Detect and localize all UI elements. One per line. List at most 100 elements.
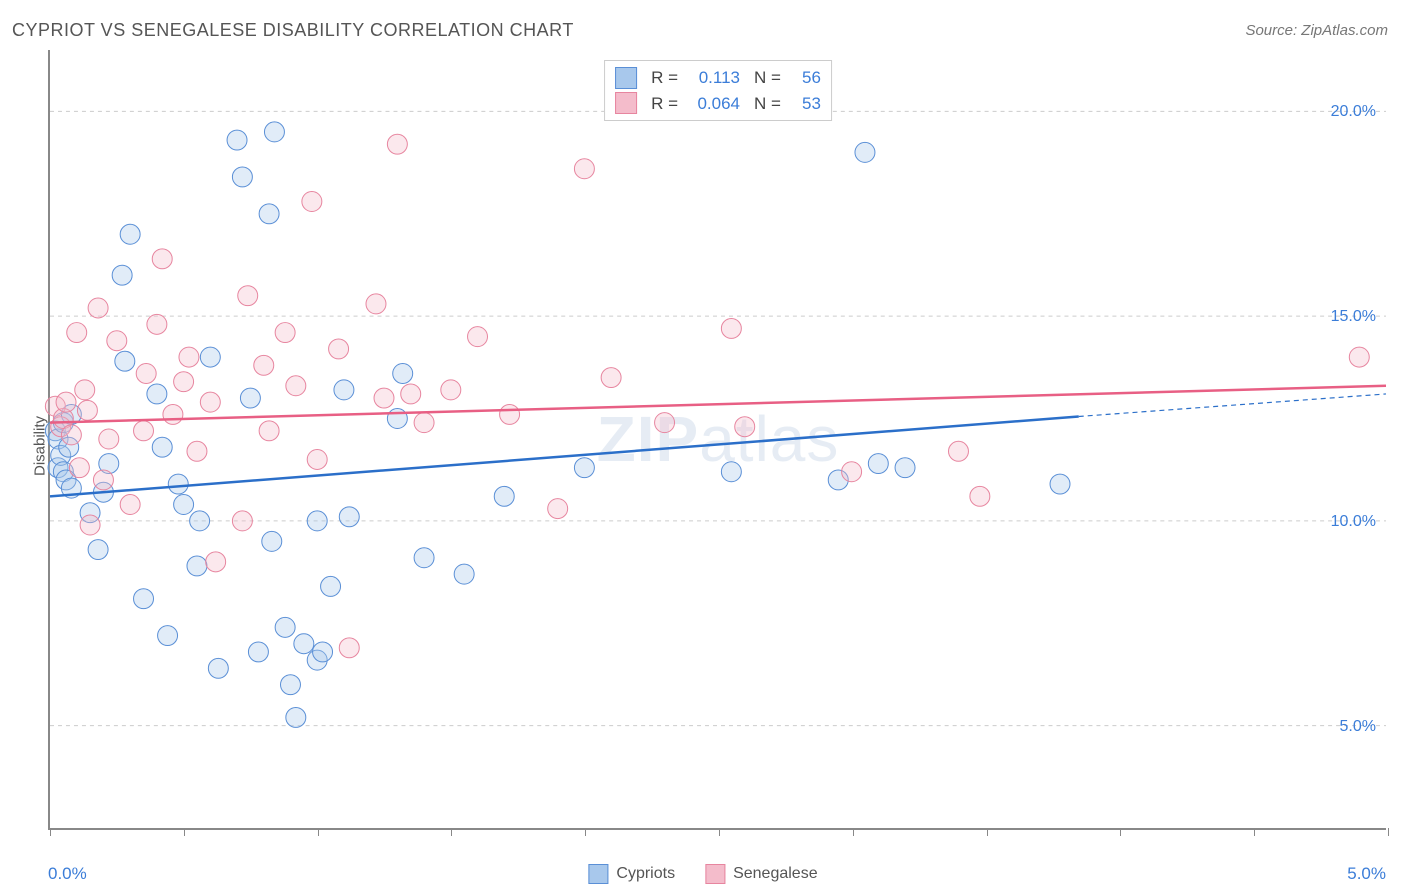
scatter-point xyxy=(574,159,594,179)
legend-swatch-cypriots xyxy=(615,67,637,89)
scatter-point xyxy=(494,486,514,506)
scatter-point xyxy=(374,388,394,408)
x-tick xyxy=(50,828,51,836)
scatter-point xyxy=(334,380,354,400)
scatter-point xyxy=(895,458,915,478)
legend-row-cypriots: R = 0.113 N = 56 xyxy=(615,65,821,91)
y-axis-title: Disability xyxy=(32,416,49,476)
scatter-point xyxy=(842,462,862,482)
legend-r-label: R = xyxy=(651,65,678,91)
legend-swatch-senegalese xyxy=(615,92,637,114)
scatter-point xyxy=(307,511,327,531)
scatter-point xyxy=(321,576,341,596)
scatter-point xyxy=(468,327,488,347)
scatter-point xyxy=(56,392,76,412)
chart-container: CYPRIOT VS SENEGALESE DISABILITY CORRELA… xyxy=(0,0,1406,892)
y-tick-label: 15.0% xyxy=(1331,308,1376,326)
scatter-point xyxy=(302,192,322,212)
scatter-point xyxy=(387,134,407,154)
scatter-point xyxy=(227,130,247,150)
scatter-point xyxy=(721,318,741,338)
x-tick xyxy=(1120,828,1121,836)
scatter-point xyxy=(441,380,461,400)
scatter-point xyxy=(948,441,968,461)
scatter-point xyxy=(80,515,100,535)
legend-n-value-1: 56 xyxy=(791,65,821,91)
scatter-point xyxy=(88,540,108,560)
scatter-point xyxy=(735,417,755,437)
scatter-point xyxy=(107,331,127,351)
scatter-point xyxy=(259,421,279,441)
scatter-point xyxy=(75,380,95,400)
scatter-point xyxy=(286,707,306,727)
scatter-point xyxy=(1349,347,1369,367)
scatter-point xyxy=(61,425,81,445)
legend-n-label: N = xyxy=(754,65,781,91)
scatter-point xyxy=(134,589,154,609)
scatter-point xyxy=(134,421,154,441)
series-swatch-cypriots xyxy=(588,864,608,884)
scatter-point xyxy=(254,355,274,375)
scatter-point xyxy=(275,617,295,637)
scatter-point xyxy=(855,142,875,162)
scatter-point xyxy=(275,323,295,343)
scatter-point xyxy=(232,511,252,531)
scatter-point xyxy=(168,474,188,494)
legend-r-value-2: 0.064 xyxy=(688,91,740,117)
series-label-senegalese: Senegalese xyxy=(733,865,818,883)
scatter-point xyxy=(240,388,260,408)
scatter-point xyxy=(120,224,140,244)
scatter-point xyxy=(238,286,258,306)
scatter-point xyxy=(307,449,327,469)
x-tick xyxy=(451,828,452,836)
scatter-point xyxy=(387,409,407,429)
scatter-point xyxy=(147,314,167,334)
scatter-point xyxy=(548,499,568,519)
scatter-point xyxy=(454,564,474,584)
legend-r-value-1: 0.113 xyxy=(688,65,740,91)
scatter-point xyxy=(99,429,119,449)
scatter-point xyxy=(187,556,207,576)
x-tick xyxy=(1254,828,1255,836)
scatter-point xyxy=(248,642,268,662)
scatter-point xyxy=(339,638,359,658)
legend-r-label2: R = xyxy=(651,91,678,117)
scatter-point xyxy=(500,404,520,424)
x-tick xyxy=(318,828,319,836)
scatter-point xyxy=(206,552,226,572)
scatter-point xyxy=(93,470,113,490)
scatter-point xyxy=(69,458,89,478)
gridlines xyxy=(50,111,1386,725)
scatter-point xyxy=(187,441,207,461)
source-label: Source: ZipAtlas.com xyxy=(1245,22,1388,39)
scatter-point xyxy=(200,392,220,412)
scatter-point xyxy=(970,486,990,506)
scatter-point xyxy=(88,298,108,318)
x-tick xyxy=(585,828,586,836)
scatter-point xyxy=(329,339,349,359)
scatter-point xyxy=(179,347,199,367)
legend-n-label2: N = xyxy=(754,91,781,117)
scatter-point xyxy=(655,413,675,433)
plot-area: ZIPatlas 5.0%10.0%15.0%20.0% R = 0.113 N… xyxy=(48,50,1386,830)
scatter-points xyxy=(45,122,1369,727)
series-label-cypriots: Cypriots xyxy=(616,865,675,883)
scatter-point xyxy=(868,454,888,474)
scatter-point xyxy=(232,167,252,187)
legend-row-senegalese: R = 0.064 N = 53 xyxy=(615,91,821,117)
scatter-point xyxy=(414,413,434,433)
series-legend-item-senegalese: Senegalese xyxy=(705,864,818,884)
scatter-point xyxy=(112,265,132,285)
y-tick-label: 20.0% xyxy=(1331,103,1376,121)
scatter-point xyxy=(721,462,741,482)
series-legend: Cypriots Senegalese xyxy=(588,864,817,884)
scatter-point xyxy=(190,511,210,531)
scatter-point xyxy=(152,437,172,457)
scatter-point xyxy=(208,658,228,678)
scatter-point xyxy=(77,400,97,420)
scatter-point xyxy=(574,458,594,478)
scatter-point xyxy=(163,404,183,424)
scatter-point xyxy=(393,364,413,384)
x-axis-label-left: 0.0% xyxy=(48,864,87,884)
stats-legend-box: R = 0.113 N = 56 R = 0.064 N = 53 xyxy=(604,60,832,121)
